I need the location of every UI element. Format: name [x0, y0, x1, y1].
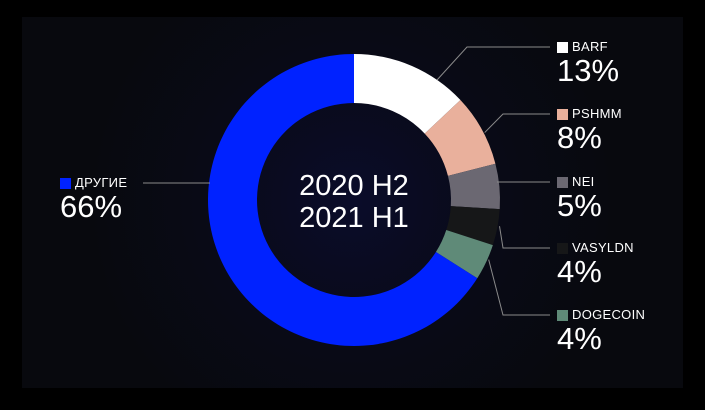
- leader-line-pshmm: [484, 113, 550, 133]
- legend-label: DOGECOIN: [572, 307, 646, 322]
- data-label: 8%: [557, 120, 602, 155]
- legend-label: NEI: [572, 174, 595, 189]
- chart-center-title: 2020 H2 2021 H1: [254, 170, 454, 234]
- leader-line-vasyldn: [499, 226, 550, 249]
- legend-entry: DOGECOIN 4%: [557, 308, 645, 355]
- legend-swatch: [557, 41, 568, 53]
- legend-swatch: [557, 242, 568, 254]
- data-label: 66%: [60, 189, 123, 224]
- center-title-line-1: 2020 H2: [299, 170, 409, 202]
- legend-entry: BARF 13%: [557, 40, 619, 87]
- leader-line-dogecoin: [488, 259, 550, 316]
- data-label: 5%: [557, 188, 602, 223]
- donut-slice-другие: [208, 53, 478, 346]
- legend-swatch: [557, 108, 568, 120]
- legend-entry: PSHMM 8%: [557, 107, 622, 154]
- data-label: 13%: [557, 53, 620, 88]
- legend-label: BARF: [572, 39, 608, 54]
- donut-slice-dogecoin: [435, 229, 493, 279]
- legend-entry: ДРУГИЕ 66%: [60, 176, 127, 223]
- legend-label: PSHMM: [572, 106, 622, 121]
- legend-label: VASYLDN: [572, 240, 634, 255]
- data-label: 4%: [557, 254, 602, 289]
- legend-label: ДРУГИЕ: [75, 175, 128, 190]
- legend-entry: VASYLDN 4%: [557, 241, 634, 288]
- center-title-line-2: 2021 H1: [299, 202, 409, 234]
- donut-slice-barf: [354, 54, 461, 134]
- legend-entry: NEI 5%: [557, 175, 602, 222]
- donut-slice-vasyldn: [446, 206, 500, 246]
- data-label: 4%: [557, 321, 602, 356]
- donut-slice-nei: [447, 163, 501, 210]
- legend-swatch: [60, 177, 71, 189]
- leader-line-barf: [436, 46, 550, 81]
- legend-swatch: [557, 309, 568, 321]
- legend-swatch: [557, 176, 568, 188]
- donut-slice-pshmm: [424, 100, 496, 176]
